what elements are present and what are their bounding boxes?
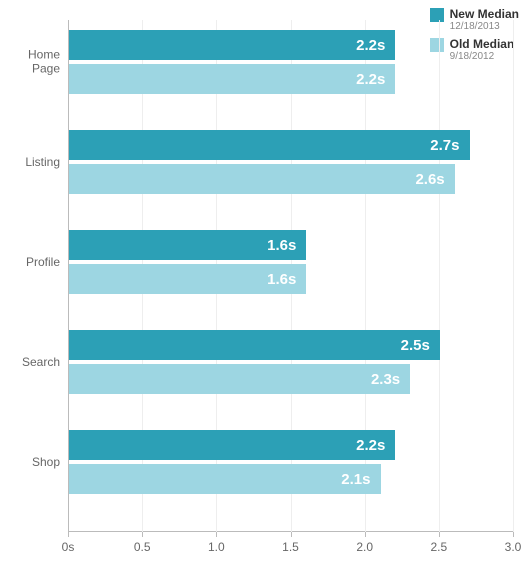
category-group: Profile1.6s1.6s xyxy=(68,230,513,294)
x-tick-mark xyxy=(365,532,366,537)
x-tick-mark xyxy=(513,532,514,537)
bar-old-median: 1.6s xyxy=(69,264,306,294)
x-tick-mark xyxy=(291,532,292,537)
plot-area: 0s0.51.01.52.02.53.0 HomePage2.2s2.2sLis… xyxy=(68,20,513,532)
category-label: Shop xyxy=(10,455,68,469)
category-group: Search2.5s2.3s xyxy=(68,330,513,394)
bar-old-median: 2.6s xyxy=(69,164,455,194)
x-tick-label: 2.5 xyxy=(430,540,447,554)
x-tick-mark xyxy=(142,532,143,537)
bar-new-median: 2.2s xyxy=(69,430,395,460)
x-tick-label: 1.5 xyxy=(282,540,299,554)
x-tick-label: 0s xyxy=(62,540,75,554)
grid-line xyxy=(513,20,514,532)
x-tick-label: 3.0 xyxy=(505,540,522,554)
x-tick-label: 0.5 xyxy=(134,540,151,554)
category-label: Profile xyxy=(10,255,68,269)
x-tick-mark xyxy=(68,532,69,537)
bar-new-median: 1.6s xyxy=(69,230,306,260)
category-group: HomePage2.2s2.2s xyxy=(68,30,513,94)
bar-old-median: 2.1s xyxy=(69,464,381,494)
x-tick-mark xyxy=(439,532,440,537)
bar-new-median: 2.2s xyxy=(69,30,395,60)
x-tick-label: 1.0 xyxy=(208,540,225,554)
bar-new-median: 2.5s xyxy=(69,330,440,360)
category-label: HomePage xyxy=(10,48,68,77)
bar-old-median: 2.2s xyxy=(69,64,395,94)
category-group: Shop2.2s2.1s xyxy=(68,430,513,494)
category-label: Search xyxy=(10,355,68,369)
x-tick-mark xyxy=(216,532,217,537)
category-label: Listing xyxy=(10,155,68,169)
bar-old-median: 2.3s xyxy=(69,364,410,394)
bar-new-median: 2.7s xyxy=(69,130,470,160)
category-group: Listing2.7s2.6s xyxy=(68,130,513,194)
chart-container: New Median 12/18/2013 Old Median 9/18/20… xyxy=(8,8,523,565)
x-tick-label: 2.0 xyxy=(356,540,373,554)
